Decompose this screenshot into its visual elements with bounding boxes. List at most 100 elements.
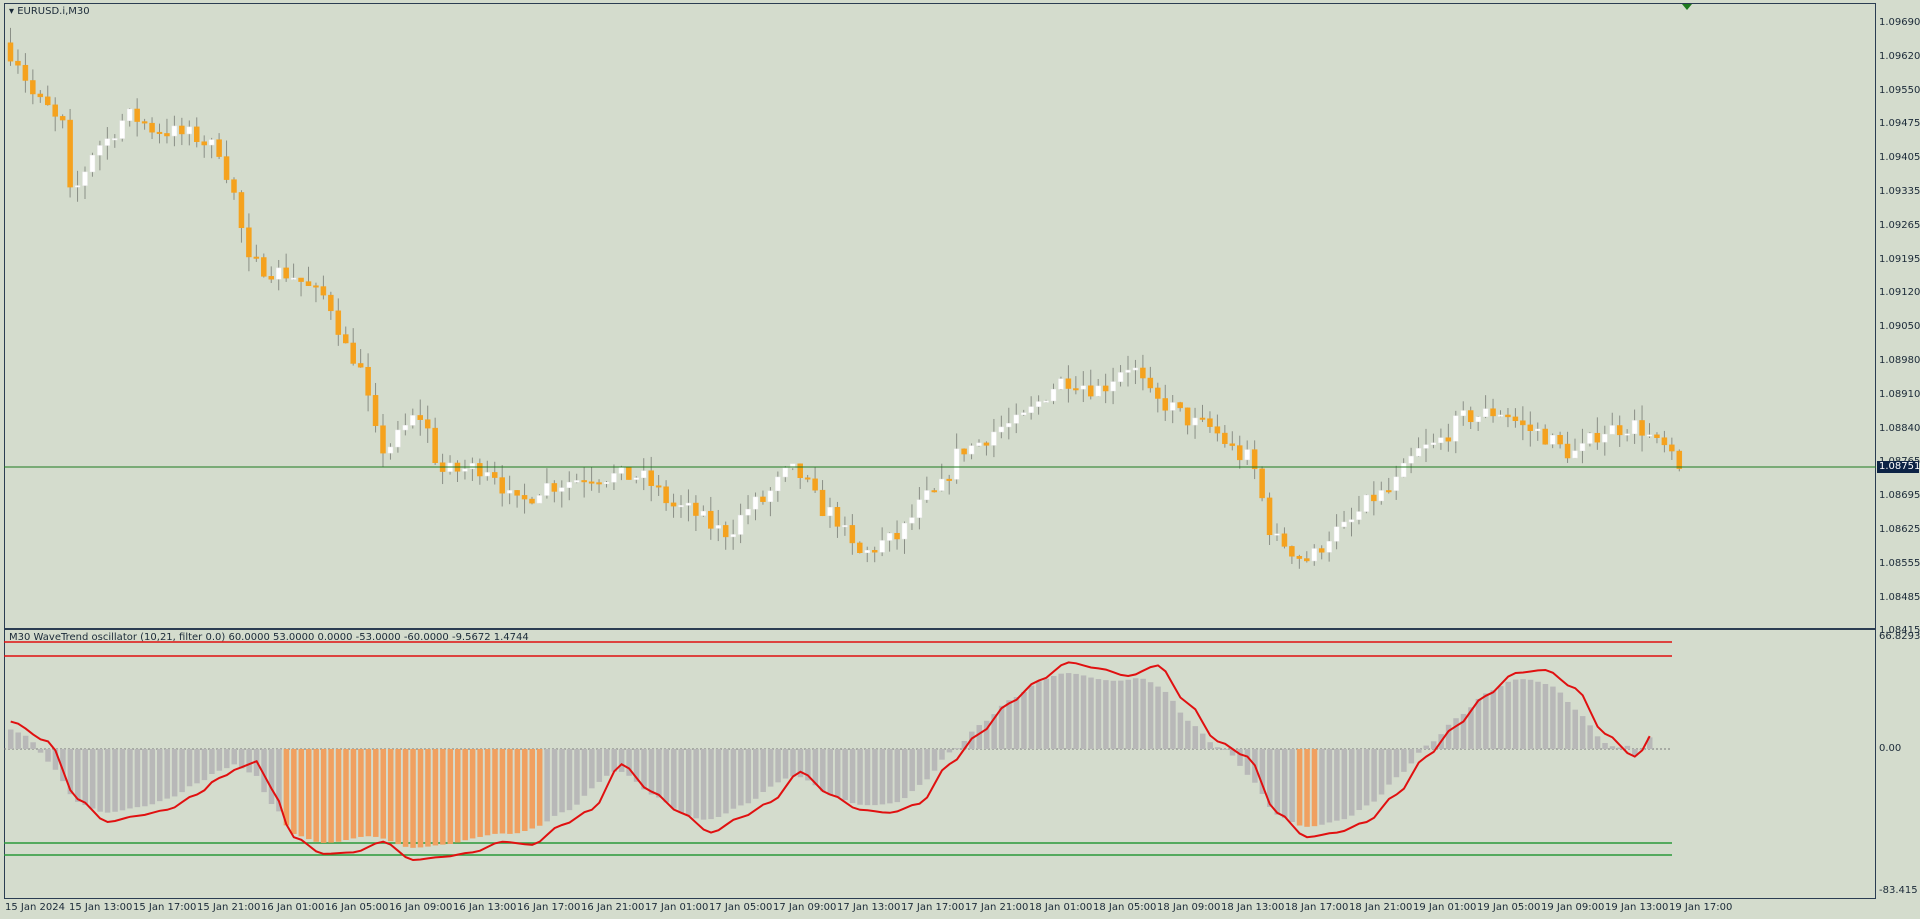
candle-body	[1073, 388, 1079, 391]
candle-body	[849, 525, 856, 544]
candle-body	[775, 476, 781, 492]
osc-histogram-bar	[812, 749, 819, 786]
osc-histogram-bar	[1326, 749, 1333, 823]
candle-body	[1311, 548, 1317, 562]
osc-histogram-bar	[1311, 749, 1318, 827]
osc-histogram-bar	[1430, 741, 1437, 749]
time-axis-tick: 15 Jan 21:00	[197, 902, 261, 913]
osc-histogram-bar	[685, 749, 692, 816]
osc-histogram-bar	[1498, 686, 1504, 749]
osc-histogram-bar	[678, 749, 684, 814]
osc-histogram-bar	[209, 749, 215, 775]
candle-body	[1274, 533, 1280, 536]
osc-histogram-bar	[700, 749, 707, 820]
osc-histogram-bar	[380, 749, 386, 839]
osc-histogram-bar	[723, 749, 729, 814]
candle-body	[201, 141, 207, 146]
osc-histogram-bar	[1155, 686, 1161, 749]
oscillator-pane[interactable]: M30 WaveTrend oscillator (10,21, filter …	[4, 629, 1876, 899]
candle-body	[477, 463, 483, 477]
candle-body	[357, 363, 364, 368]
candle-body	[298, 277, 304, 282]
candle-body	[871, 550, 878, 553]
candle-body	[886, 532, 893, 541]
candle-body	[156, 131, 163, 134]
candle-body	[1661, 437, 1668, 446]
candle-body	[179, 125, 185, 135]
dropdown-arrow-icon[interactable]: ▾	[9, 6, 15, 17]
osc-histogram-bar	[566, 749, 573, 811]
osc-histogram-bar	[343, 749, 349, 841]
candle-body	[268, 276, 274, 280]
time-axis-tick: 16 Jan 13:00	[453, 902, 517, 913]
osc-histogram-bar	[410, 749, 416, 848]
candle-body	[1259, 468, 1265, 499]
osc-histogram-bar	[469, 749, 476, 839]
candle-body	[745, 508, 751, 516]
candle-body	[588, 481, 595, 484]
osc-histogram-bar	[15, 732, 21, 749]
candle-body	[633, 477, 640, 480]
candle-body	[1281, 533, 1288, 547]
candle-body	[1229, 443, 1236, 446]
osc-histogram-bar	[75, 749, 81, 802]
osc-histogram-bar	[313, 749, 319, 842]
time-axis-tick: 18 Jan 01:00	[1029, 902, 1093, 913]
osc-histogram-bar	[276, 749, 282, 812]
osc-histogram-bar	[909, 749, 915, 792]
osc-histogram-bar	[1565, 701, 1571, 749]
candle-body	[89, 154, 96, 173]
candle-body	[52, 104, 58, 117]
osc-histogram-bar	[387, 749, 394, 842]
osc-histogram-bar	[730, 749, 737, 809]
candle-body	[834, 507, 841, 527]
candle-body	[1415, 448, 1422, 457]
candle-body	[1132, 367, 1139, 371]
candle-body	[648, 470, 654, 486]
osc-histogram-bar	[1602, 743, 1608, 749]
osc-histogram-bar	[1058, 673, 1064, 749]
candle-body	[1222, 432, 1228, 444]
osc-histogram-bar	[834, 749, 841, 798]
osc-histogram-bar	[1393, 749, 1400, 778]
osc-histogram-bar	[604, 749, 610, 776]
shift-marker-icon[interactable]	[1682, 4, 1692, 10]
osc-histogram-bar	[738, 749, 744, 806]
osc-histogram-bar	[320, 749, 327, 843]
price-axis-tick: 1.09050	[1879, 321, 1920, 333]
osc-histogram-bar	[1229, 749, 1236, 756]
candle-body	[1572, 450, 1578, 459]
indicator-title: M30 WaveTrend oscillator (10,21, filter …	[9, 632, 529, 643]
candle-body	[1244, 449, 1250, 461]
osc-histogram-bar	[1006, 700, 1012, 749]
candle-body	[126, 108, 133, 121]
osc-histogram-bar	[559, 749, 565, 813]
candle-body	[924, 490, 930, 501]
candle-body	[1251, 449, 1258, 470]
candle-body	[760, 496, 766, 502]
osc-histogram-bar	[924, 749, 930, 780]
candle-body	[1095, 385, 1101, 397]
candle-body	[104, 138, 111, 146]
osc-histogram-bar	[328, 749, 334, 843]
osc-histogram-bar	[1483, 693, 1489, 749]
osc-histogram-bar	[641, 749, 647, 790]
osc-histogram-bar	[1632, 749, 1638, 756]
osc-histogram-bar	[1267, 749, 1273, 807]
osc-histogram-bar	[1088, 677, 1094, 749]
osc-histogram-bar	[596, 749, 603, 782]
price-chart-pane[interactable]: ▾ EURUSD.i,M30	[4, 3, 1876, 629]
candle-body	[1043, 400, 1049, 403]
osc-histogram-bar	[417, 749, 424, 848]
candle-body	[1296, 556, 1303, 559]
osc-histogram-bar	[618, 749, 625, 772]
osc-histogram-bar	[1557, 692, 1564, 749]
osc-histogram-bar	[879, 749, 886, 805]
osc-histogram-bar	[961, 741, 968, 749]
candle-body	[1147, 377, 1154, 389]
candle-body	[469, 463, 476, 470]
candle-body	[663, 486, 669, 504]
osc-histogram-bar	[753, 749, 759, 799]
osc-histogram-bar	[507, 749, 513, 834]
